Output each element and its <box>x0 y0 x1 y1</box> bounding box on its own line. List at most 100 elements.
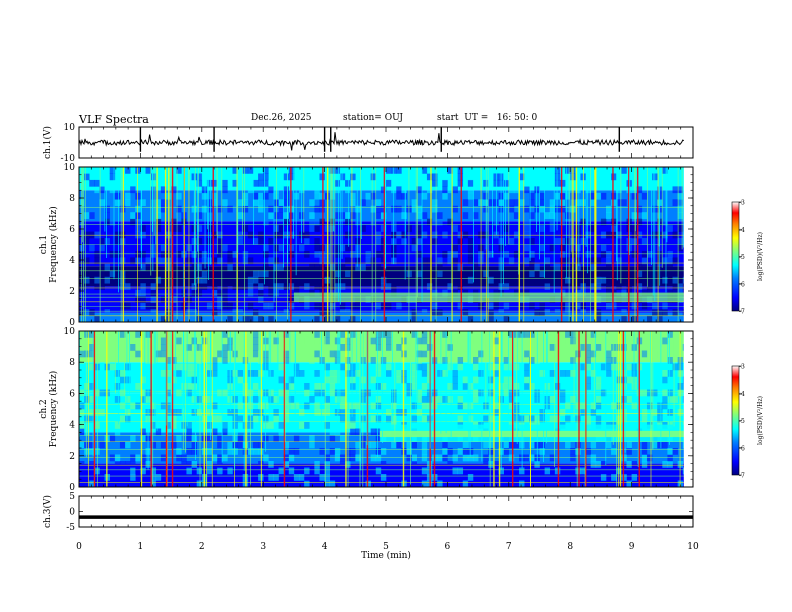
psd-cell <box>114 276 121 284</box>
psd-cell <box>662 179 668 187</box>
psd-cell <box>119 344 126 351</box>
psd-cell <box>386 415 392 423</box>
psd-cell <box>667 276 673 284</box>
psd-cell <box>513 467 520 475</box>
psd-cell <box>549 244 556 252</box>
colorbar-tick-label: -5 <box>739 418 745 425</box>
psd-cell <box>411 315 417 323</box>
psd-cell <box>508 257 515 265</box>
psd-cell <box>84 480 90 488</box>
psd-cell <box>345 270 351 278</box>
psd-cell <box>324 467 331 475</box>
psd-cell <box>396 331 402 338</box>
psd-cell <box>380 225 387 232</box>
psd-cell <box>646 250 653 258</box>
psd-cell <box>590 350 597 358</box>
psd-cell <box>104 205 110 213</box>
psd-cell <box>411 363 417 371</box>
psd-cell <box>119 370 126 377</box>
psd-cell <box>319 448 325 455</box>
psd-cell <box>508 389 515 397</box>
psd-cell <box>350 270 356 278</box>
psd-cell <box>109 167 116 174</box>
psd-cell <box>365 441 371 449</box>
psd-cell <box>508 376 515 384</box>
psd-cell <box>631 461 638 468</box>
psd-cell <box>84 428 90 436</box>
psd-cell <box>611 199 617 207</box>
psd-cell <box>119 474 126 481</box>
psd-cell <box>319 357 325 364</box>
psd-cell <box>457 167 464 174</box>
psd-cell <box>513 199 520 207</box>
psd-cell <box>104 276 110 284</box>
psd-cell <box>493 199 499 207</box>
psd-cell <box>672 186 678 194</box>
psd-cell <box>125 199 131 207</box>
psd-cell <box>488 315 494 323</box>
psd-cell <box>524 218 530 226</box>
psd-cell <box>252 276 259 284</box>
psd-cell <box>375 454 382 462</box>
psd-cell <box>426 263 433 271</box>
psd-cell <box>375 448 382 455</box>
psd-cell <box>145 167 151 174</box>
psd-cell <box>539 167 545 174</box>
psd-cell <box>508 357 515 364</box>
psd-cell <box>585 415 591 423</box>
psd-cell <box>299 244 305 252</box>
psd-cell <box>79 461 85 468</box>
psd-cell <box>554 467 561 475</box>
psd-cell <box>104 218 110 226</box>
psd-cell <box>544 283 551 291</box>
x-tick-label: 2 <box>199 542 205 552</box>
psd-cell <box>641 263 648 271</box>
psd-cell <box>360 179 366 187</box>
psd-cell <box>375 263 382 271</box>
psd-cell <box>319 250 325 258</box>
psd-cell <box>252 309 259 316</box>
psd-cell <box>247 257 254 265</box>
psd-cell <box>437 212 443 219</box>
psd-cell <box>534 309 540 316</box>
psd-cell <box>84 315 90 323</box>
psd-cell <box>350 448 356 455</box>
psd-cell <box>667 454 673 462</box>
colorbar-tick-label: -5 <box>739 254 745 261</box>
psd-cell <box>570 396 576 403</box>
psd-cell <box>201 167 208 174</box>
psd-cell <box>447 383 453 390</box>
psd-cell <box>626 480 632 488</box>
psd-cell <box>375 199 382 207</box>
psd-cell <box>217 205 223 213</box>
psd-cell <box>227 315 233 323</box>
psd-cell <box>263 454 269 462</box>
psd-cell <box>565 402 571 410</box>
psd-cell <box>263 415 269 423</box>
psd-cell <box>636 283 643 291</box>
psd-cell <box>268 257 274 265</box>
psd-cell <box>222 428 228 436</box>
y-tick-label: -10 <box>61 154 76 164</box>
psd-cell <box>442 454 448 462</box>
psd-cell <box>595 257 602 265</box>
psd-cell <box>437 480 443 488</box>
psd-cell <box>150 422 157 429</box>
psd-cell <box>631 402 638 410</box>
psd-cell <box>590 370 597 377</box>
psd-cell <box>206 179 213 187</box>
psd-cell <box>114 238 121 245</box>
psd-cell <box>616 257 622 265</box>
psd-cell <box>252 350 259 358</box>
psd-cell <box>595 396 602 403</box>
psd-cell <box>570 331 576 338</box>
psd-cell <box>140 250 146 258</box>
psd-cell <box>227 263 233 271</box>
psd-cell <box>283 186 290 194</box>
psd-cell <box>524 383 530 390</box>
psd-cell <box>472 263 479 271</box>
psd-cell <box>125 192 131 200</box>
psd-cell <box>641 192 648 200</box>
psd-cell <box>503 315 510 323</box>
psd-cell <box>616 376 622 384</box>
